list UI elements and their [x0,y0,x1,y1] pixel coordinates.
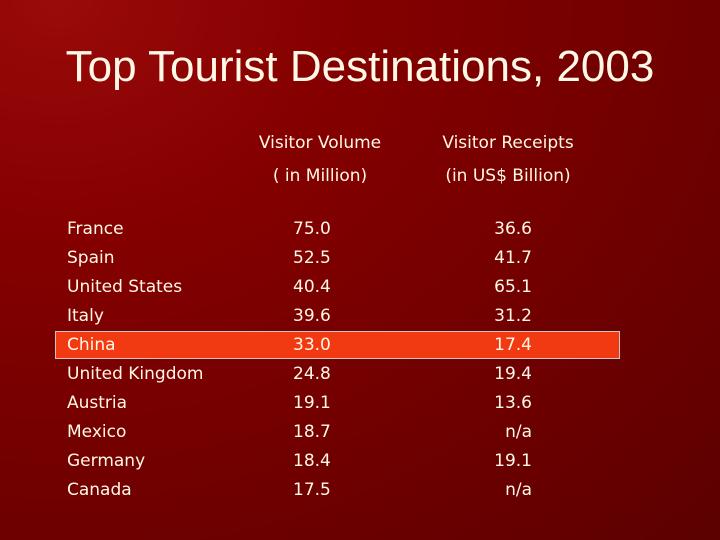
visitor-volume-value: 24.8 [293,364,331,384]
visitor-volume-value: 19.1 [293,393,331,413]
table-row: Canada 17.5 n/a [0,480,720,509]
visitor-receipts-value: n/a [505,422,532,442]
table-row: Austria 19.1 13.6 [0,393,720,422]
visitor-volume-value: 39.6 [293,306,331,326]
visitor-receipts-value: 36.6 [494,219,532,239]
visitor-receipts-value: 31.2 [494,306,532,326]
country-name: Germany [67,451,146,471]
table-row-highlighted: China 33.0 17.4 [0,335,720,364]
visitor-receipts-value: 65.1 [494,277,532,297]
visitor-volume-value: 17.5 [293,480,331,500]
visitor-receipts-value: 13.6 [494,393,532,413]
table-row: Mexico 18.7 n/a [0,422,720,451]
country-name: Mexico [67,422,127,442]
country-name: Canada [67,480,132,500]
country-name: United Kingdom [67,364,204,384]
country-name: Spain [67,248,115,268]
country-name: Italy [67,306,104,326]
visitor-receipts-value: 19.4 [494,364,532,384]
visitor-volume-value: 52.5 [293,248,331,268]
visitor-volume-value: 40.4 [293,277,331,297]
table-row: United Kingdom 24.8 19.4 [0,364,720,393]
visitor-receipts-value: 19.1 [494,451,532,471]
visitor-receipts-value: 41.7 [494,248,532,268]
highlight-row-box [55,331,620,359]
country-name: France [67,219,124,239]
table-row: Germany 18.4 19.1 [0,451,720,480]
country-name: China [67,335,116,355]
visitor-volume-value: 18.4 [293,451,331,471]
country-name: Austria [67,393,128,413]
table-row: Spain 52.5 41.7 [0,248,720,277]
column-subheader-visitor-volume-unit: ( in Million) [272,166,368,186]
table-row: Italy 39.6 31.2 [0,306,720,335]
column-subheader-visitor-receipts-unit: (in US$ Billion) [445,166,571,186]
slide-title: Top Tourist Destinations, 2003 [65,42,655,91]
column-header-visitor-receipts: Visitor Receipts [442,133,574,153]
table-row: France 75.0 36.6 [0,219,720,248]
visitor-volume-value: 18.7 [293,422,331,442]
table-row: United States 40.4 65.1 [0,277,720,306]
column-header-visitor-volume: Visitor Volume [258,133,382,153]
visitor-volume-value: 33.0 [293,335,331,355]
visitor-receipts-value: 17.4 [494,335,532,355]
visitor-volume-value: 75.0 [293,219,331,239]
visitor-receipts-value: n/a [505,480,532,500]
country-name: United States [67,277,183,297]
